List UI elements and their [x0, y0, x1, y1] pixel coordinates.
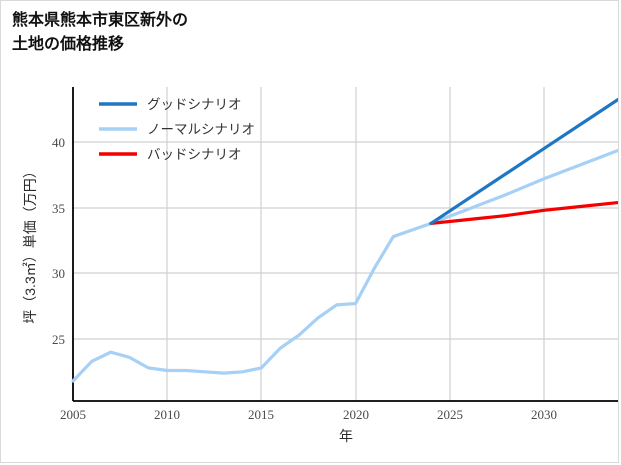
- legend-label-normal[interactable]: ノーマルシナリオ: [147, 122, 255, 137]
- y-tick-label-35: 35: [52, 201, 65, 216]
- series-line-bad-forecast: [429, 200, 618, 226]
- y-axis-label: 坪（3.3㎡）単価（万円）: [22, 164, 38, 323]
- y-axis-tick-labels: 40 35 30 25: [52, 135, 65, 347]
- x-tick-label-2030: 2030: [531, 407, 557, 422]
- series-line-normal-historical: [71, 221, 433, 383]
- grid-lines: [73, 87, 618, 401]
- x-axis-tick-labels: 2005 2010 2015 2020 2025 2030: [60, 407, 557, 422]
- series-line-good-forecast: [429, 97, 618, 226]
- chart-title: 熊本県熊本市東区新外の 土地の価格推移: [12, 12, 189, 53]
- series-line-normal-forecast: [429, 148, 618, 226]
- x-tick-label-2020: 2020: [343, 407, 369, 422]
- x-tick-label-2005: 2005: [60, 407, 86, 422]
- y-tick-label-25: 25: [52, 332, 65, 347]
- legend-label-good[interactable]: グッドシナリオ: [147, 97, 242, 112]
- x-tick-label-2025: 2025: [437, 407, 463, 422]
- y-tick-label-40: 40: [52, 135, 65, 150]
- data-series-group: [71, 97, 618, 383]
- y-tick-label-30: 30: [52, 266, 65, 281]
- x-axis-label: 年: [339, 428, 353, 444]
- x-tick-label-2015: 2015: [248, 407, 274, 422]
- legend-label-bad[interactable]: バッドシナリオ: [147, 147, 242, 162]
- chart-legend: グッドシナリオ ノーマルシナリオ バッドシナリオ: [99, 97, 255, 162]
- x-tick-label-2010: 2010: [154, 407, 180, 422]
